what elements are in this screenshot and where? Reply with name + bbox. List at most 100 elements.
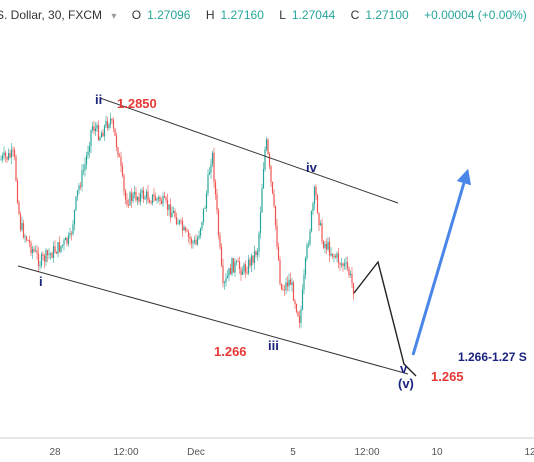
candle-body bbox=[247, 259, 250, 274]
candle-body bbox=[3, 152, 5, 156]
candle-body bbox=[271, 181, 274, 194]
candle-body bbox=[19, 213, 22, 230]
candle-body bbox=[135, 192, 137, 201]
x-tick-label: 5 bbox=[290, 447, 296, 458]
symbol-label[interactable]: S. Dollar, 30, FXCM bbox=[0, 8, 103, 22]
candle-body bbox=[348, 268, 350, 276]
candle-body bbox=[283, 289, 286, 291]
candle-body bbox=[69, 233, 71, 236]
candle-body bbox=[205, 193, 208, 209]
candle-body bbox=[151, 194, 154, 204]
candle-body bbox=[180, 220, 182, 222]
candle-body bbox=[232, 258, 235, 273]
candle-body bbox=[132, 194, 134, 201]
candle-body bbox=[319, 223, 322, 226]
high-label: H bbox=[205, 8, 215, 22]
candle-body bbox=[345, 262, 347, 264]
candle-body bbox=[34, 250, 37, 252]
candle-body bbox=[100, 132, 103, 138]
candle-body bbox=[96, 124, 98, 129]
candles-layer bbox=[0, 112, 355, 329]
x-tick-label: 12:00 bbox=[354, 447, 379, 458]
candle-body bbox=[79, 185, 82, 187]
candle-body bbox=[253, 251, 256, 263]
candle-body bbox=[330, 253, 332, 256]
candle-body bbox=[316, 195, 319, 214]
candle-body bbox=[276, 225, 278, 247]
candle-body bbox=[292, 282, 295, 301]
candle-body bbox=[141, 190, 143, 193]
candle-body bbox=[63, 240, 65, 245]
candle-body bbox=[145, 191, 148, 198]
projection-path bbox=[353, 260, 417, 377]
candle-body bbox=[303, 274, 305, 290]
chevron-down-icon[interactable]: ▾ bbox=[111, 11, 117, 22]
candle-body bbox=[265, 139, 268, 150]
candle-body bbox=[12, 149, 14, 151]
low-label: L bbox=[279, 8, 286, 22]
candle-body bbox=[300, 309, 302, 323]
candle-body bbox=[103, 125, 106, 137]
candle-body bbox=[48, 254, 50, 256]
candle-body bbox=[4, 152, 7, 157]
candle-body bbox=[102, 132, 104, 137]
candle-body bbox=[306, 244, 308, 259]
candle-body bbox=[54, 246, 56, 253]
wave-label-v-paren: (v) bbox=[398, 376, 414, 391]
wave-label-i: i bbox=[39, 274, 43, 289]
candle-body bbox=[309, 231, 311, 245]
candle-body bbox=[6, 156, 8, 160]
candle-body bbox=[117, 147, 119, 156]
candle-body bbox=[189, 236, 191, 239]
candle-body bbox=[73, 209, 76, 225]
candle-body bbox=[307, 244, 310, 246]
candle-body bbox=[304, 258, 307, 275]
candle-body bbox=[78, 185, 80, 191]
candle-body bbox=[268, 153, 271, 166]
candle-body bbox=[234, 262, 236, 273]
candle-body bbox=[289, 279, 292, 285]
candle-body bbox=[40, 254, 43, 266]
candle-body bbox=[22, 223, 25, 238]
candle-body bbox=[255, 251, 257, 256]
candle-body bbox=[339, 263, 341, 265]
candle-body bbox=[333, 255, 335, 257]
candle-body bbox=[219, 235, 221, 247]
candle-body bbox=[52, 246, 55, 258]
candle-body bbox=[72, 224, 74, 234]
candle-body bbox=[183, 227, 185, 231]
candle-body bbox=[195, 240, 197, 245]
candle-body bbox=[231, 258, 233, 275]
candle-body bbox=[75, 196, 77, 210]
candle-body bbox=[342, 263, 344, 266]
candle-body bbox=[90, 129, 92, 147]
candle-body bbox=[252, 255, 254, 263]
candle-body bbox=[258, 233, 260, 252]
projection-arrow bbox=[411, 168, 472, 356]
candle-body bbox=[262, 169, 265, 189]
candle-body bbox=[33, 249, 35, 252]
candle-body bbox=[288, 279, 290, 287]
candle-body bbox=[249, 259, 251, 266]
candle-body bbox=[9, 153, 11, 158]
candle-body bbox=[157, 196, 160, 199]
candle-body bbox=[60, 245, 62, 252]
candle-body bbox=[273, 193, 275, 206]
candle-body bbox=[291, 282, 293, 285]
candle-body bbox=[76, 190, 79, 197]
candle-body bbox=[46, 250, 49, 256]
candle-body bbox=[10, 149, 13, 158]
candle-body bbox=[177, 223, 179, 225]
candle-body bbox=[228, 268, 230, 277]
candle-body bbox=[187, 231, 190, 237]
candle-body bbox=[294, 300, 296, 305]
candle-body bbox=[42, 254, 44, 256]
candle-body bbox=[313, 186, 316, 204]
candle-body bbox=[97, 124, 100, 140]
candle-body bbox=[124, 190, 127, 200]
candle-body bbox=[343, 263, 346, 266]
candle-body bbox=[111, 118, 113, 121]
candle-body bbox=[127, 204, 130, 206]
candle-body bbox=[244, 264, 247, 273]
